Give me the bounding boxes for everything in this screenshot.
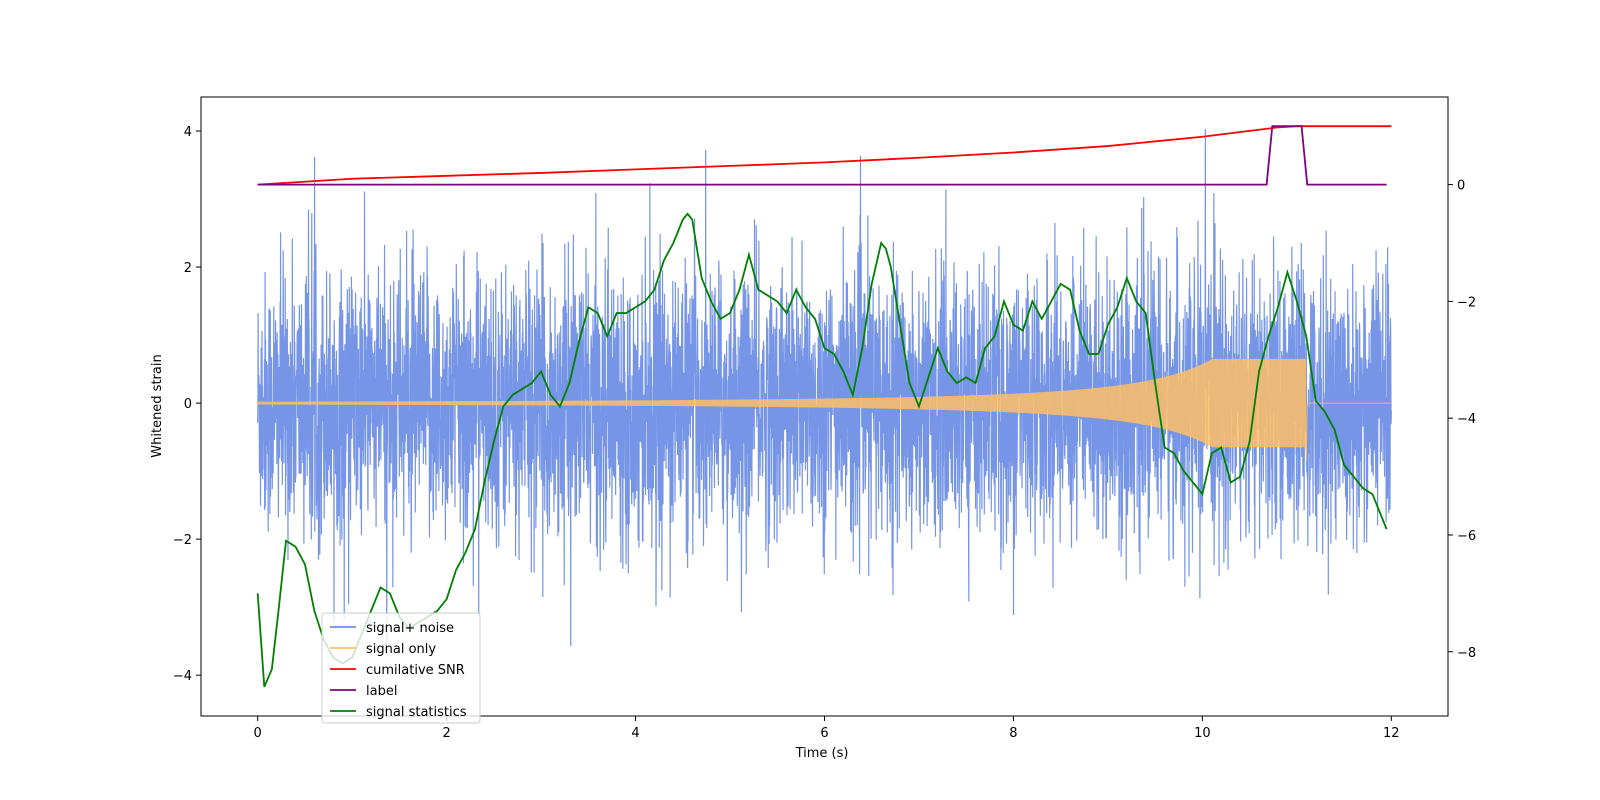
y2-tick-label: −2 <box>1457 295 1476 310</box>
y2-tick-label: −4 <box>1457 412 1476 427</box>
x-tick-label: 0 <box>254 726 262 741</box>
legend-box <box>321 612 481 724</box>
y2-tick-label: −6 <box>1457 529 1476 544</box>
x-tick-label: 2 <box>442 726 450 741</box>
y-axis-right: −8 −6 −4 −2 0 <box>1448 179 1476 661</box>
x-axis-label: Time (s) <box>795 746 849 761</box>
legend-item-signal-noise: signal+ noise <box>366 621 454 636</box>
x-tick-label: 8 <box>1009 726 1017 741</box>
plot-area <box>256 125 1392 688</box>
x-tick-label: 4 <box>631 726 639 741</box>
y-tick-label: 2 <box>184 261 192 276</box>
x-tick-label: 12 <box>1383 726 1400 741</box>
legend-item-signal-only: signal only <box>366 642 436 657</box>
legend-item-label: label <box>366 684 397 699</box>
series-label <box>257 125 1387 186</box>
y2-tick-label: 0 <box>1457 179 1465 194</box>
y-axis-left: −4 −2 0 2 4 <box>173 125 201 684</box>
legend: signal+ noise signal only cumilative SNR la… <box>321 612 481 724</box>
y-tick-label: 0 <box>184 397 192 412</box>
legend-item-cumulative-snr: cumilative SNR <box>366 663 465 678</box>
y-axis-label: Whitened strain <box>150 354 165 457</box>
y-tick-label: 4 <box>184 125 192 140</box>
series-signal-statistics <box>256 212 1388 688</box>
x-tick-label: 6 <box>820 726 828 741</box>
series-signal-only <box>257 358 1392 461</box>
series-signal-noise <box>257 128 1392 653</box>
y-tick-label: −2 <box>173 533 192 548</box>
y-tick-label: −4 <box>173 669 192 684</box>
legend-item-signal-statistics: signal statistics <box>366 705 467 720</box>
y2-tick-label: −8 <box>1457 646 1476 661</box>
x-tick-label: 10 <box>1194 726 1211 741</box>
